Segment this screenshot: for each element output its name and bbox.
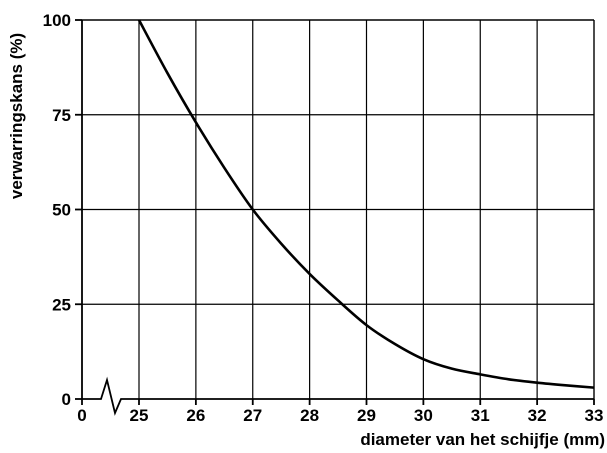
y-tick-label-0: 0 bbox=[62, 390, 71, 409]
x-tick-label-3: 27 bbox=[243, 406, 262, 425]
x-tick-label-0: 0 bbox=[77, 406, 86, 425]
y-tick-label-3: 75 bbox=[52, 106, 71, 125]
y-axis-title: verwarringskans (%) bbox=[7, 33, 26, 199]
x-tick-label-6: 30 bbox=[414, 406, 433, 425]
x-tick-label-1: 25 bbox=[130, 406, 149, 425]
x-tick-label-5: 29 bbox=[357, 406, 376, 425]
grid-layer bbox=[82, 19, 595, 399]
x-tick-label-4: 28 bbox=[300, 406, 319, 425]
y-tick-label-1: 25 bbox=[52, 295, 71, 314]
x-axis-title: diameter van het schijfje (mm) bbox=[360, 430, 605, 449]
x-tick-label-2: 26 bbox=[186, 406, 205, 425]
y-tick-label-2: 50 bbox=[52, 201, 71, 220]
series-line-0 bbox=[137, 19, 595, 389]
tick-layer: 0 25 26 27 28 29 30 31 32 33 0 25 50 75 100 bbox=[43, 11, 604, 425]
curve-layer bbox=[137, 19, 595, 389]
y-tick-label-4: 100 bbox=[43, 11, 71, 30]
x-tick-label-8: 32 bbox=[528, 406, 547, 425]
x-tick-label-7: 31 bbox=[471, 406, 490, 425]
x-tick-label-9: 33 bbox=[585, 406, 604, 425]
x-axis-break bbox=[82, 376, 139, 416]
axis-layer bbox=[81, 20, 594, 416]
